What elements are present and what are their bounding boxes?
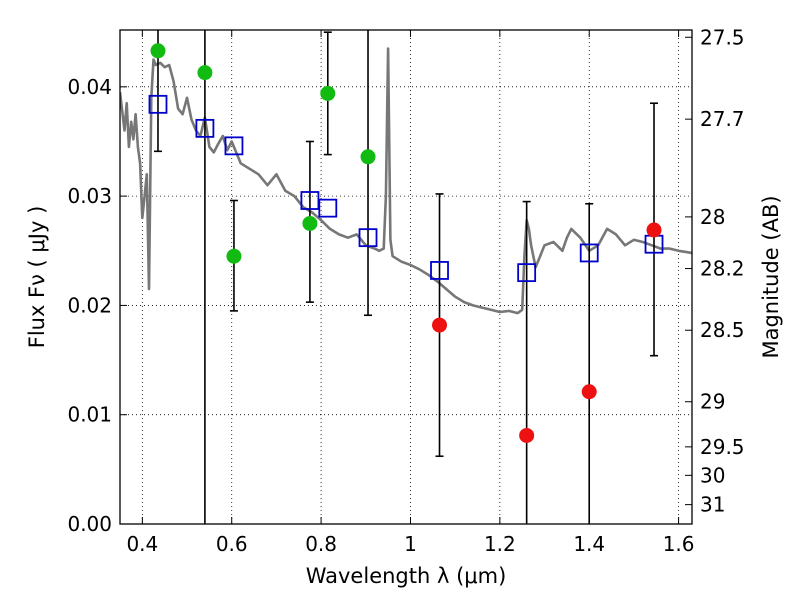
observed-flux-point bbox=[197, 65, 213, 81]
grid-lines bbox=[120, 30, 692, 525]
x-tick-label: 0.4 bbox=[126, 532, 158, 556]
observed-flux-point bbox=[581, 384, 597, 400]
observed-flux-point bbox=[302, 215, 318, 231]
mag-tick-label: 29.5 bbox=[700, 435, 745, 459]
observed-flux-point bbox=[432, 317, 448, 333]
x-tick-label: 0.8 bbox=[305, 532, 337, 556]
x-tick-label: 1.2 bbox=[484, 532, 516, 556]
y-tick-label: 0.00 bbox=[67, 512, 112, 536]
y-tick-label: 0.01 bbox=[67, 403, 112, 427]
x-tick-label: 1.4 bbox=[573, 532, 605, 556]
mag-tick-label: 31 bbox=[700, 493, 725, 517]
x-tick-label: 1 bbox=[404, 532, 417, 556]
model-photometry-square bbox=[517, 263, 537, 283]
observed-flux-point bbox=[519, 427, 535, 443]
y-tick-label: 0.02 bbox=[67, 293, 112, 317]
model-photometry-square bbox=[224, 136, 244, 156]
observed-flux-point bbox=[646, 222, 662, 238]
observed-flux-point bbox=[150, 43, 166, 59]
spectrum-line bbox=[120, 47, 692, 315]
plot-frame bbox=[119, 29, 693, 525]
plot-area bbox=[120, 30, 692, 524]
mag-tick-label: 27.5 bbox=[700, 25, 745, 49]
model-photometry-square bbox=[579, 243, 599, 263]
x-tick-label: 1.6 bbox=[663, 532, 695, 556]
mag-tick-label: 30 bbox=[700, 463, 725, 487]
model-photometry-square bbox=[195, 118, 215, 138]
y-axis-label: Flux Fν ( μJy ) bbox=[25, 206, 49, 349]
mag-tick-label: 27.7 bbox=[700, 107, 745, 131]
model-photometry-square bbox=[358, 228, 378, 248]
axis-ticks: 0.4 0.6 0.8 1 1.2 1.4 1.6 0.00 0.01 0.02 0.03 0.04 2… bbox=[67, 25, 745, 556]
y-axis-right-label: Magnitude (AB) bbox=[759, 195, 783, 358]
x-tick-label: 0.6 bbox=[216, 532, 248, 556]
mag-tick-label: 28.2 bbox=[700, 257, 745, 281]
y-tick-label: 0.04 bbox=[67, 75, 112, 99]
observed-flux-point bbox=[320, 85, 336, 101]
observed-flux-point bbox=[226, 248, 242, 264]
observed-flux-point bbox=[360, 149, 376, 165]
x-axis-label: Wavelength λ (μm) bbox=[306, 564, 507, 588]
mag-tick-label: 29 bbox=[700, 390, 725, 414]
mag-tick-label: 28.5 bbox=[700, 318, 745, 342]
model-photometry-square bbox=[148, 94, 168, 114]
model-photometry-square bbox=[318, 198, 338, 218]
mag-tick-label: 28 bbox=[700, 205, 725, 229]
model-photometry-square bbox=[430, 261, 449, 280]
y-tick-label: 0.03 bbox=[67, 184, 112, 208]
